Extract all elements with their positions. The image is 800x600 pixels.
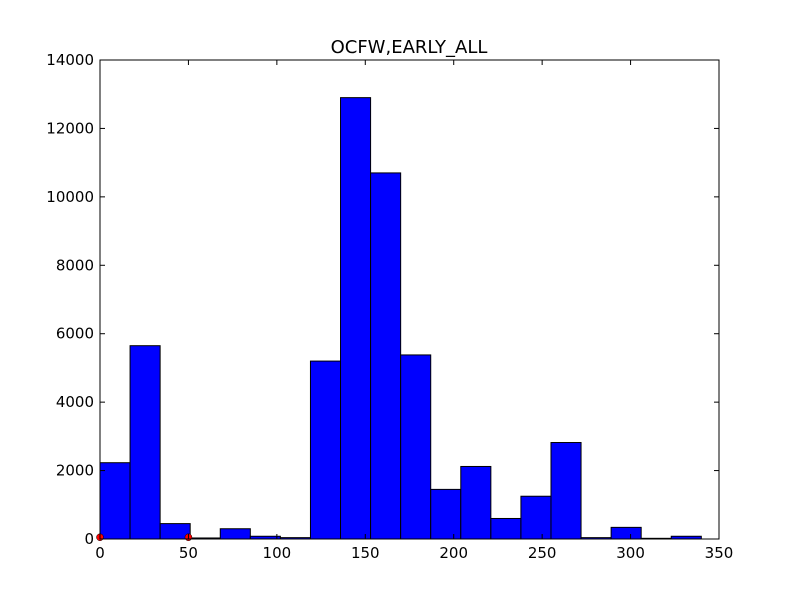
x-tick-label-3: 150 <box>351 544 380 562</box>
plot-frame <box>99 59 720 540</box>
histogram-bar-14 <box>520 495 552 540</box>
y-tick-label-2: 4000 <box>56 393 94 411</box>
histogram-bar-15 <box>550 442 582 540</box>
x-tick-label-6: 300 <box>616 544 645 562</box>
histogram-bar-7 <box>309 360 342 540</box>
histogram-bar-11 <box>430 488 462 540</box>
y-tick-label-7: 14000 <box>46 51 94 69</box>
bars-group <box>99 97 702 540</box>
x-tick-label-0: 0 <box>95 544 105 562</box>
y-tick-label-5: 10000 <box>46 188 94 206</box>
y-tick-label-1: 2000 <box>56 462 94 480</box>
x-tick-label-5: 250 <box>528 544 557 562</box>
chart-title: OCFW,EARLY_ALL <box>331 37 488 58</box>
y-tick-label-3: 6000 <box>56 325 94 343</box>
x-tick-label-7: 350 <box>705 544 734 562</box>
x-tick-label-1: 50 <box>179 544 198 562</box>
y-tick-label-0: 0 <box>84 530 94 548</box>
axes-group: 0 50 100 150 200 250 300 350 0 2000 4000 6000 8000 10… <box>46 51 733 562</box>
histogram-bar-10 <box>400 354 432 540</box>
histogram-bar-9 <box>370 172 402 540</box>
x-tick-label-2: 100 <box>263 544 292 562</box>
histogram-bar-12 <box>460 465 492 540</box>
y-tick-label-6: 12000 <box>46 119 94 137</box>
histogram-bar-13 <box>490 517 522 540</box>
histogram-bar-17 <box>610 526 642 540</box>
histogram-bar-0 <box>99 462 131 540</box>
histogram-bar-8 <box>340 97 372 540</box>
y-tick-label-4: 8000 <box>56 256 94 274</box>
histogram-bar-1 <box>129 345 161 540</box>
histogram-bar-4 <box>219 528 251 540</box>
x-tick-label-4: 200 <box>439 544 468 562</box>
